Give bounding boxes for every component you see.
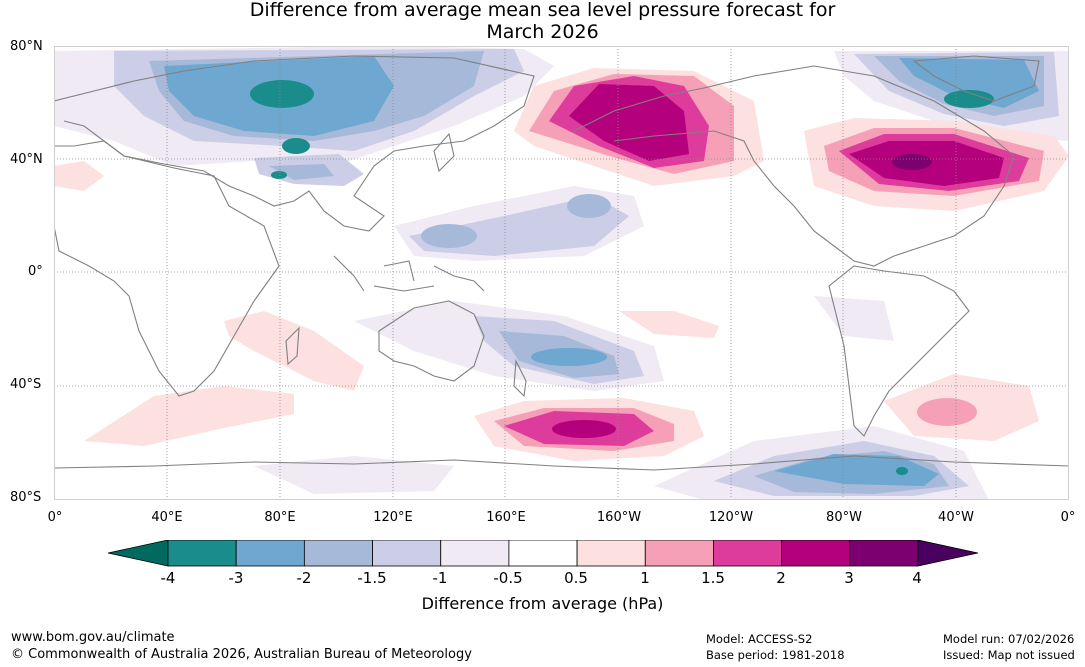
colorbar-cell: [167, 540, 237, 567]
colorbar-tick: 4: [912, 569, 922, 587]
colorbar-tick: 1: [640, 569, 650, 587]
colorbar: [108, 540, 978, 567]
footer-issued: Issued: Map not issued: [943, 648, 1075, 662]
negative-anomaly-regions: [54, 46, 1069, 500]
colorbar-cell: [508, 540, 578, 567]
lon-label-40w: 40°W: [938, 510, 974, 525]
map-title-line1: Difference from average mean sea level p…: [249, 0, 836, 21]
colorbar-tick: -4: [160, 569, 176, 587]
lat-label-40s: 40°S: [10, 377, 42, 392]
footer-url[interactable]: www.bom.gov.au/climate: [11, 630, 175, 645]
colorbar-cell: [372, 540, 442, 567]
colorbar-cell: [781, 540, 851, 567]
coastlines: [54, 55, 1069, 471]
footer-model: Model: ACCESS-S2: [706, 632, 813, 646]
footer-model-run: Model run: 07/02/2026: [943, 632, 1075, 646]
lon-label-40e: 40°E: [151, 510, 183, 525]
colorbar-tick: -2: [296, 569, 312, 587]
colorbar-tick: 1.5: [701, 569, 725, 587]
colorbar-tick: -1.5: [357, 569, 387, 587]
lon-label-120e: 120°E: [373, 510, 413, 525]
colorbar-cell: [713, 540, 783, 567]
colorbar-tick: 2: [776, 569, 786, 587]
footer-base-period: Base period: 1981-2018: [706, 648, 845, 662]
colorbar-tick: -3: [228, 569, 244, 587]
lon-label-0: 0°: [47, 510, 63, 525]
colorbar-cell: [644, 540, 714, 567]
lon-label-0-east: 0°: [1060, 510, 1076, 525]
lat-label-equator: 0°: [28, 264, 43, 279]
colorbar-cell: [235, 540, 305, 567]
colorbar-cell: [303, 540, 373, 567]
pressure-anomaly-map: [54, 46, 1069, 500]
lon-label-80w: 80°W: [826, 510, 862, 525]
colorbar-tick: -1: [432, 569, 448, 587]
map-title-line2: March 2026: [486, 21, 599, 43]
colorbar-under-arrow: [108, 540, 169, 567]
lat-label-80n: 80°N: [10, 39, 43, 54]
lon-label-160e: 160°E: [486, 510, 526, 525]
colorbar-tick: 0.5: [564, 569, 588, 587]
lon-label-80e: 80°E: [264, 510, 296, 525]
lat-label-80s: 80°S: [10, 490, 42, 505]
lon-label-120w: 120°W: [708, 510, 754, 525]
colorbar-over-arrow: [917, 540, 978, 567]
graticule: [54, 46, 1069, 500]
colorbar-tick: -0.5: [493, 569, 523, 587]
colorbar-cell: [849, 540, 919, 567]
colorbar-cell: [440, 540, 510, 567]
colorbar-title: Difference from average (hPa): [421, 594, 664, 613]
colorbar-cell: [576, 540, 646, 567]
positive-anomaly-regions: [54, 68, 1069, 461]
lon-label-160w: 160°W: [596, 510, 642, 525]
colorbar-tick: 3: [844, 569, 854, 587]
colorbar-cells: [167, 540, 919, 567]
lat-label-40n: 40°N: [10, 152, 43, 167]
footer-copyright: © Commonwealth of Australia 2026, Austra…: [11, 647, 472, 662]
